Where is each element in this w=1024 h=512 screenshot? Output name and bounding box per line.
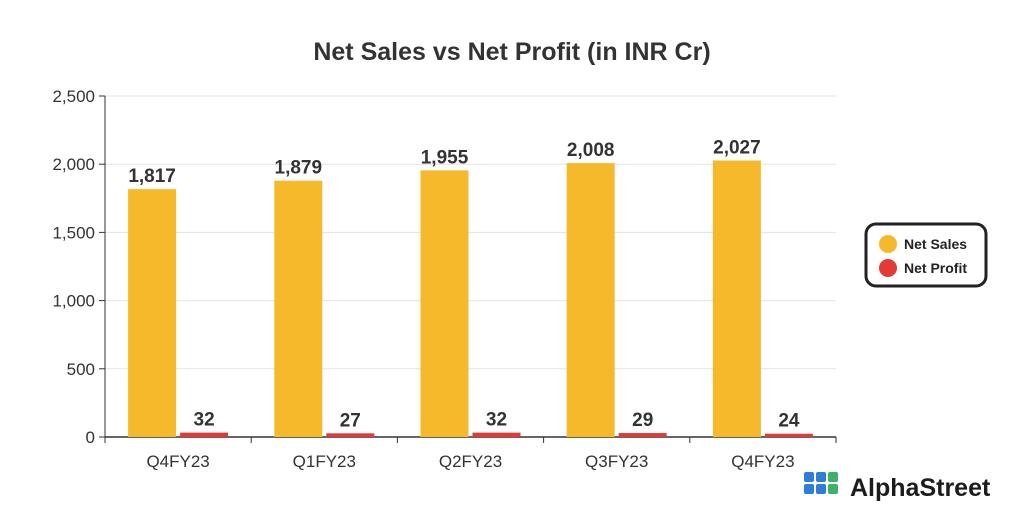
bar-net-profit [764, 433, 813, 437]
data-label-net-sales: 2,008 [567, 140, 615, 161]
data-label-net-profit: 32 [486, 410, 507, 431]
legend: Net Sales Net Profit [864, 222, 988, 288]
y-tick-label: 1,500 [52, 223, 95, 242]
y-tick-label: 1,000 [52, 292, 95, 311]
data-label-net-sales: 1,955 [421, 147, 469, 168]
legend-label-net-sales: Net Sales [904, 236, 967, 252]
bar-net-profit [618, 433, 667, 437]
bar-net-sales [712, 160, 761, 437]
bars [128, 160, 813, 437]
x-tick-label: Q4FY23 [146, 452, 209, 471]
bar-net-sales [420, 170, 469, 437]
x-tick-label: Q2FY23 [439, 452, 502, 471]
bar-net-sales [566, 163, 615, 437]
data-label-net-profit: 29 [632, 410, 653, 431]
bar-net-profit [180, 432, 229, 437]
bar-net-sales [128, 189, 177, 437]
bar-net-sales [274, 180, 323, 437]
legend-box [864, 222, 988, 288]
chart-title: Net Sales vs Net Profit (in INR Cr) [313, 38, 710, 66]
data-label-net-profit: 24 [778, 411, 800, 432]
y-tick-label: 2,500 [52, 87, 95, 106]
bar-net-profit [472, 432, 521, 437]
bar-net-profit [326, 433, 375, 437]
x-tick-label: Q4FY23 [731, 452, 794, 471]
legend-swatch-net-profit [879, 259, 897, 277]
brand: AlphaStreet [804, 472, 991, 502]
data-label-net-profit: 32 [194, 410, 215, 431]
data-label-net-sales: 1,879 [275, 158, 323, 179]
y-tick-label: 0 [86, 428, 95, 447]
x-tick-label: Q3FY23 [585, 452, 648, 471]
x-tick-label: Q1FY23 [293, 452, 356, 471]
y-tick-label: 500 [67, 360, 95, 379]
y-tick-label: 2,000 [52, 155, 95, 174]
alphastreet-logo-icon [804, 472, 838, 494]
legend-swatch-net-sales [879, 235, 897, 253]
brand-name: AlphaStreet [850, 474, 991, 502]
data-label-net-sales: 1,817 [128, 166, 176, 187]
data-label-net-sales: 2,027 [713, 138, 761, 159]
legend-label-net-profit: Net Profit [904, 260, 967, 276]
data-label-net-profit: 27 [340, 410, 361, 431]
data-labels: 1,817 32 1,879 27 1,955 32 2,008 29 2,027 24 [128, 138, 800, 432]
